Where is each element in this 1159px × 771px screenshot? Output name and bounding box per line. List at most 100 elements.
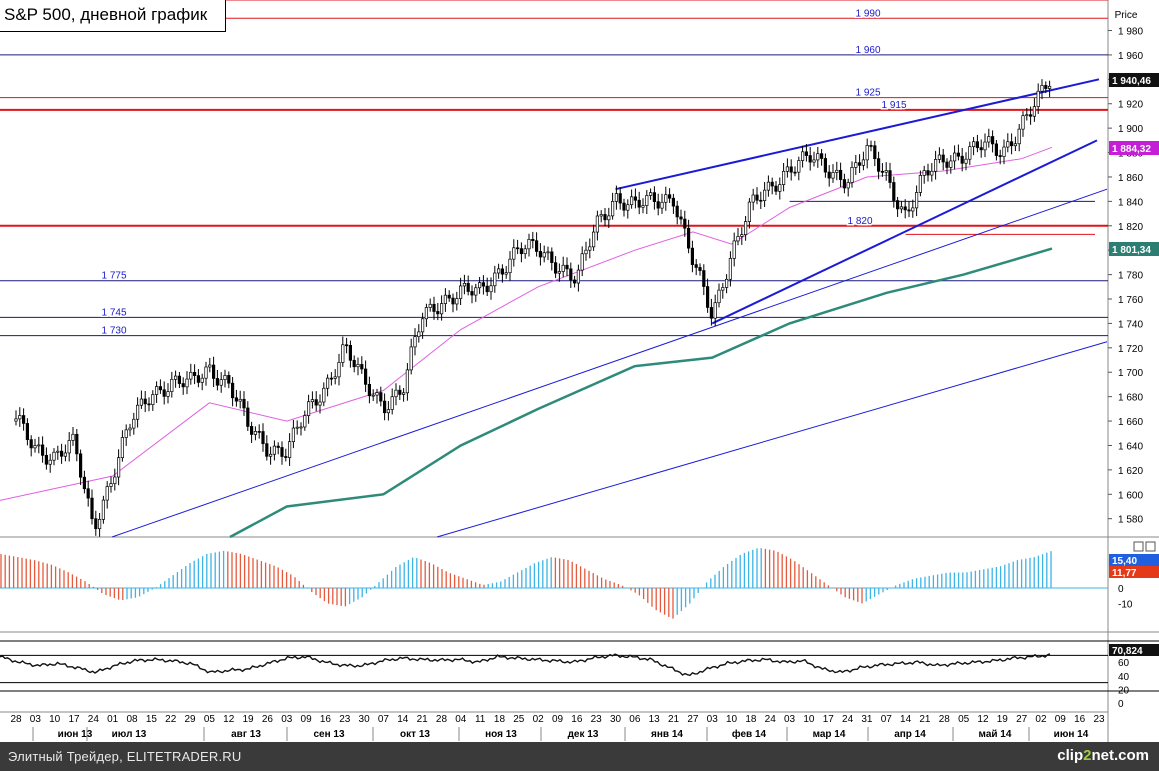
price-tick-label: 1 980 <box>1118 27 1143 38</box>
candle-body <box>265 443 269 457</box>
candle-body <box>926 170 930 176</box>
trendline-channel-top <box>615 78 1100 191</box>
value-badge-text: 1 940,46 <box>1112 76 1151 87</box>
price-tick-label: 1 920 <box>1118 100 1143 111</box>
candle-body <box>515 247 520 250</box>
price-tick-label: 1 720 <box>1118 344 1143 355</box>
candle-body <box>261 431 265 445</box>
oscillator-badge-text: 70,824 <box>1112 646 1143 657</box>
candle-body <box>781 170 786 185</box>
candle-body <box>645 195 649 206</box>
moving-average-slow <box>229 247 1053 539</box>
candle-body <box>314 399 318 406</box>
level-label: 1 915 <box>881 100 906 111</box>
candle-body <box>78 453 83 478</box>
candle-body <box>219 379 223 386</box>
candle-body <box>75 433 79 455</box>
candle-body <box>459 285 463 299</box>
candle-body <box>310 399 314 403</box>
value-badge-text: 1 801,34 <box>1112 245 1151 256</box>
x-tick-label: 06 <box>629 714 641 725</box>
candle-body <box>379 392 383 402</box>
x-tick-label: 16 <box>571 714 583 725</box>
candle-body <box>402 392 406 395</box>
x-tick-label: 10 <box>726 714 738 725</box>
x-tick-label: 02 <box>1035 714 1047 725</box>
candle-body <box>341 344 345 363</box>
candle-body <box>873 145 877 160</box>
candle-body <box>189 371 193 380</box>
candle-body <box>975 141 980 148</box>
candle-body <box>983 141 987 151</box>
x-tick-label: 17 <box>68 714 80 725</box>
x-tick-label: 03 <box>30 714 42 725</box>
candle-body <box>40 444 45 456</box>
candle-body <box>1036 90 1040 108</box>
candle-body <box>417 331 421 338</box>
candle-body <box>1006 141 1010 148</box>
candle-body <box>572 279 577 284</box>
candle-body <box>656 201 660 209</box>
candle-body <box>797 160 801 173</box>
candle-body <box>200 377 204 383</box>
candle-body <box>177 375 181 384</box>
x-month-label: мар 14 <box>813 729 846 740</box>
candle-body <box>120 437 125 459</box>
candle-body <box>728 258 733 280</box>
candle-body <box>215 378 219 386</box>
candle-body <box>603 214 607 221</box>
x-tick-label: 10 <box>49 714 61 725</box>
histogram-tick-label: -10 <box>1118 600 1133 611</box>
candle-body <box>937 154 942 160</box>
candle-body <box>136 404 140 420</box>
candle-body <box>284 456 288 458</box>
candle-body <box>918 175 923 193</box>
trendline-channel-bottom <box>711 139 1098 325</box>
candle-body <box>360 364 364 370</box>
candle-body <box>618 193 622 204</box>
price-tick-label: 1 600 <box>1118 490 1143 501</box>
level-label: 1 730 <box>101 326 126 337</box>
logo-part-3: net <box>1091 747 1114 764</box>
candle-body <box>584 249 588 255</box>
x-tick-label: 09 <box>301 714 313 725</box>
candle-body <box>531 239 535 242</box>
panel-close-icon <box>1145 541 1156 552</box>
candle-body <box>637 199 641 208</box>
x-month-label: июл 13 <box>112 729 147 740</box>
x-tick-label: 22 <box>165 714 177 725</box>
candle-body <box>812 159 816 163</box>
candle-body <box>816 153 820 161</box>
candle-body <box>679 216 683 220</box>
x-tick-label: 28 <box>436 714 448 725</box>
candle-body <box>705 286 710 308</box>
candle-body <box>580 253 584 271</box>
candle-body <box>37 444 41 447</box>
candle-body <box>641 205 645 208</box>
candle-body <box>569 268 573 281</box>
candle-body <box>504 272 508 275</box>
x-tick-label: 24 <box>88 714 100 725</box>
footer-bar: Элитный Трейдер, ELITETRADER.RU clip2net… <box>0 742 1159 771</box>
x-tick-label: 14 <box>397 714 409 725</box>
histogram-badge <box>1109 554 1159 566</box>
candle-body <box>14 418 18 422</box>
x-tick-label: 03 <box>281 714 293 725</box>
candle-body <box>155 386 159 395</box>
price-tick-label: 1 740 <box>1118 319 1143 330</box>
candle-body <box>542 252 546 258</box>
candle-body <box>949 160 953 168</box>
x-tick-label: 09 <box>552 714 564 725</box>
candle-body <box>1047 85 1052 89</box>
candle-body <box>253 431 257 435</box>
candle-body <box>489 285 493 293</box>
x-tick-label: 13 <box>649 714 661 725</box>
candle-body <box>694 264 698 268</box>
candle-body <box>990 136 995 145</box>
candle-body <box>170 378 174 392</box>
x-tick-label: 24 <box>765 714 777 725</box>
histogram-tick-label: 0 <box>1118 584 1124 595</box>
candle-body <box>291 427 295 443</box>
candle-body <box>903 206 907 211</box>
